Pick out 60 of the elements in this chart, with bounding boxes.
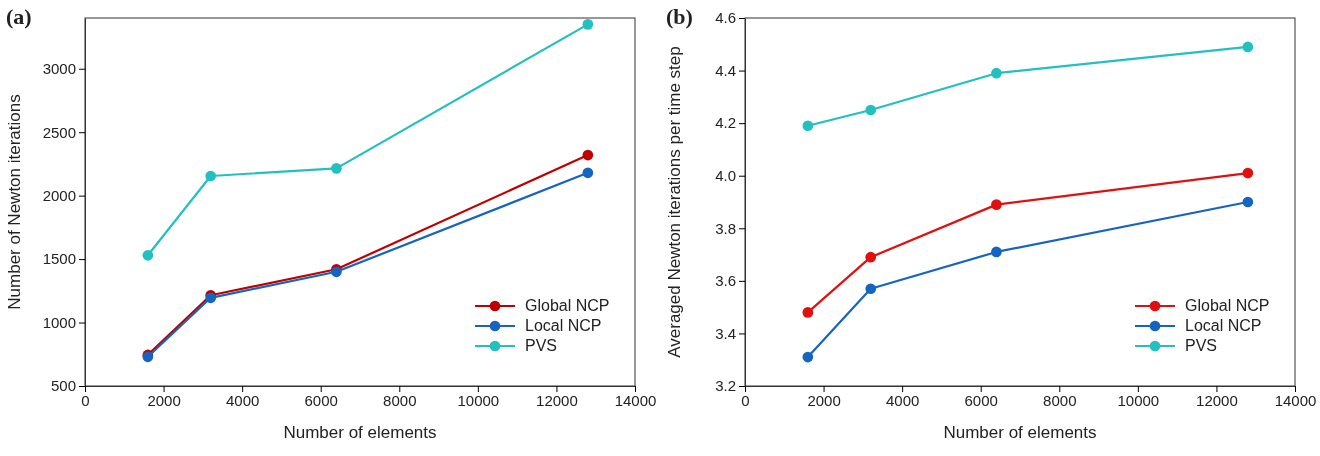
point xyxy=(331,163,342,174)
point xyxy=(865,283,877,295)
y-tick-label: 3.4 xyxy=(715,324,736,342)
y-tick-label: 2500 xyxy=(42,123,76,141)
chart-title: (b) xyxy=(666,4,693,29)
x-tick-label: 12000 xyxy=(536,391,578,409)
legend-label: Local NCP xyxy=(525,317,602,334)
point xyxy=(1242,167,1254,179)
y-tick-label: 3.2 xyxy=(715,377,736,395)
x-tick-label: 14000 xyxy=(614,391,657,409)
y-tick-label: 3000 xyxy=(42,60,76,78)
y-tick-label: 3.8 xyxy=(715,219,736,237)
x-tick-label: 2000 xyxy=(807,391,841,409)
point xyxy=(582,19,594,30)
point xyxy=(802,120,814,132)
x-tick-label: 6000 xyxy=(304,391,338,409)
point xyxy=(802,307,814,318)
x-tick-label: 0 xyxy=(741,391,750,409)
x-axis-title: Number of elements xyxy=(943,423,1097,442)
point xyxy=(142,249,154,261)
point xyxy=(991,67,1002,79)
y-axis-title: Number of Newton iterations xyxy=(5,94,24,310)
x-tick-label: 12000 xyxy=(1196,391,1238,409)
point xyxy=(582,167,594,179)
x-tick-label: 8000 xyxy=(1043,391,1077,409)
point xyxy=(865,104,877,116)
x-tick-label: 4000 xyxy=(225,391,260,409)
point xyxy=(582,149,594,161)
x-tick-label: 10000 xyxy=(1117,391,1160,409)
x-tick-label: 2000 xyxy=(147,391,181,409)
x-tick-label: 10000 xyxy=(457,391,500,409)
y-tick-label: 4.2 xyxy=(715,114,736,132)
point xyxy=(991,246,1002,258)
y-tick-label: 1500 xyxy=(42,250,76,268)
legend-label: PVS xyxy=(525,337,558,354)
legend-label: PVS xyxy=(1185,337,1218,354)
y-tick-label: 4.6 xyxy=(715,9,736,27)
y-tick-label: 2000 xyxy=(42,186,76,204)
y-tick-label: 500 xyxy=(50,377,76,395)
chart-title: (a) xyxy=(6,4,32,29)
point xyxy=(1242,196,1254,208)
y-tick-label: 1000 xyxy=(42,313,76,331)
y-tick-label: 4.4 xyxy=(715,61,736,79)
x-tick-label: 6000 xyxy=(964,391,998,409)
legend-label: Global NCP xyxy=(1185,297,1270,314)
x-axis-title: Number of elements xyxy=(283,423,437,442)
x-tick-label: 14000 xyxy=(1274,391,1317,409)
x-tick-label: 4000 xyxy=(885,391,920,409)
point xyxy=(205,170,217,182)
y-axis-title: Averaged Newton iterations per time step xyxy=(665,46,684,358)
y-tick-label: 4.0 xyxy=(715,167,736,185)
x-tick-label: 8000 xyxy=(383,391,417,409)
point xyxy=(865,251,877,263)
x-tick-label: 0 xyxy=(81,391,90,409)
legend-label: Global NCP xyxy=(525,297,610,314)
legend-label: Local NCP xyxy=(1185,317,1262,334)
point xyxy=(991,199,1002,210)
point xyxy=(1242,41,1254,53)
point xyxy=(802,351,814,363)
y-tick-label: 3.6 xyxy=(715,272,736,290)
